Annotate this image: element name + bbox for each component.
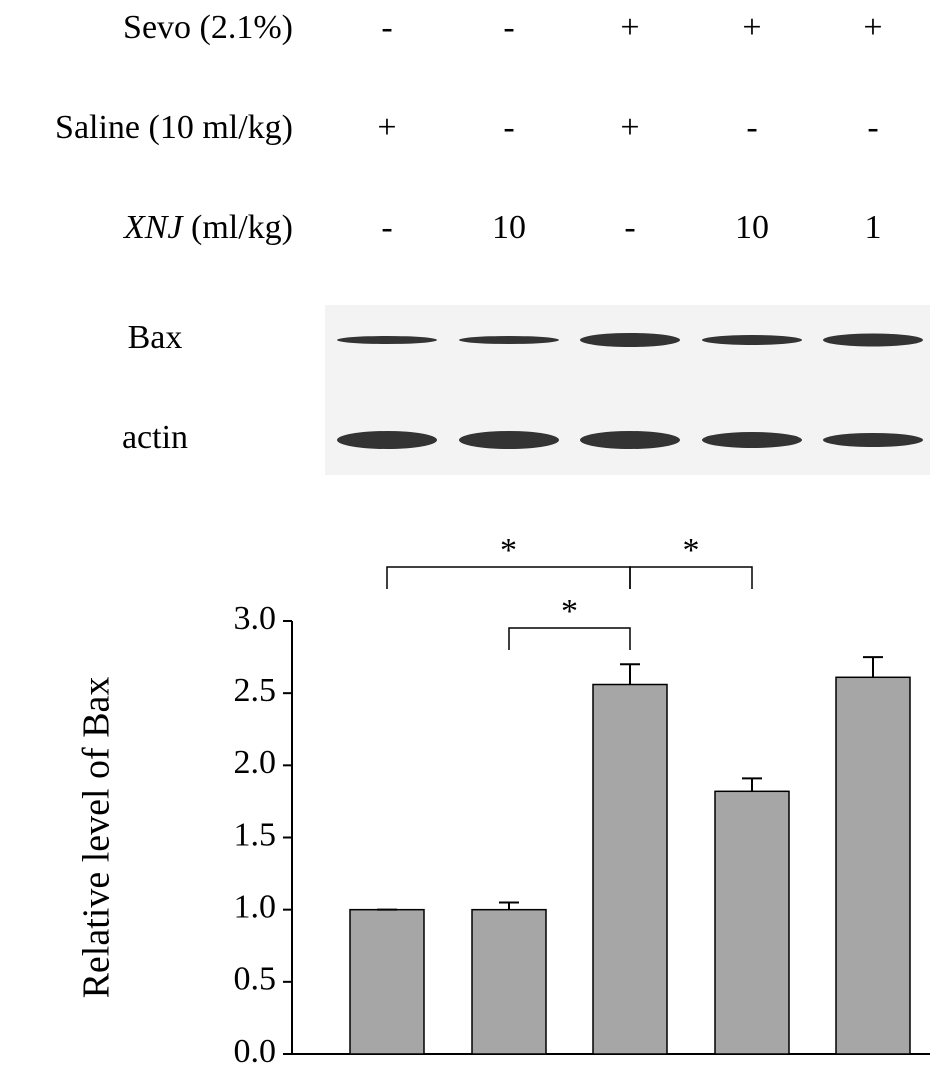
row-label-part: Saline (10 ml/kg)	[55, 109, 293, 146]
blot-background	[325, 305, 930, 475]
significance-bracket	[629, 566, 753, 589]
blot-band	[702, 432, 802, 448]
row-label: Sevo (2.1%)	[123, 9, 293, 46]
treatment-cell: -	[503, 9, 514, 46]
bar	[714, 790, 790, 1055]
blot-label: actin	[122, 419, 188, 456]
y-tick-label: 1.0	[234, 888, 277, 925]
row-label-part: Sevo (2.1%)	[123, 9, 293, 46]
bar	[835, 676, 911, 1055]
row-label-part: (ml/kg)	[183, 209, 293, 246]
blot-label: Bax	[128, 319, 183, 356]
treatment-cell: +	[742, 9, 761, 46]
treatment-cell: -	[746, 109, 757, 146]
significance-label: *	[500, 532, 517, 569]
significance-label: *	[683, 532, 700, 569]
blot-band	[337, 336, 437, 344]
row-label-part: XNJ	[122, 209, 184, 246]
treatment-cell: 10	[492, 209, 526, 246]
treatment-cell: +	[620, 9, 639, 46]
treatment-cell: +	[377, 109, 396, 146]
row-label: Saline (10 ml/kg)	[55, 109, 293, 146]
y-tick-label: 0.0	[234, 1033, 277, 1070]
blot-band	[459, 336, 559, 344]
blot-band	[459, 431, 559, 449]
bar	[471, 908, 547, 1055]
row-label: XNJ (ml/kg)	[122, 209, 293, 246]
treatment-cell: -	[381, 9, 392, 46]
y-tick-label: 3.0	[234, 600, 277, 637]
treatment-cell: 1	[865, 209, 882, 246]
treatment-cell: 10	[735, 209, 769, 246]
blot-band	[337, 431, 437, 449]
treatment-cell: +	[863, 9, 882, 46]
bar	[349, 908, 425, 1055]
blot-band	[823, 333, 923, 347]
y-tick-label: 2.0	[234, 744, 277, 781]
blot-band	[823, 433, 923, 447]
treatment-cell: -	[381, 209, 392, 246]
blot-band	[580, 431, 680, 449]
significance-bracket	[386, 566, 631, 589]
blot-band	[702, 335, 802, 345]
y-tick-label: 0.5	[234, 961, 277, 998]
treatment-cell: -	[503, 109, 514, 146]
y-tick-label: 1.5	[234, 816, 277, 853]
treatment-cell: -	[624, 209, 635, 246]
significance-bracket	[508, 627, 631, 650]
treatment-cell: -	[867, 109, 878, 146]
y-axis-label: Relative level of Bax	[76, 677, 118, 999]
y-tick-label: 2.5	[234, 672, 277, 709]
significance-label: *	[561, 593, 578, 630]
bar	[592, 683, 668, 1055]
blot-band	[580, 333, 680, 347]
treatment-cell: +	[620, 109, 639, 146]
